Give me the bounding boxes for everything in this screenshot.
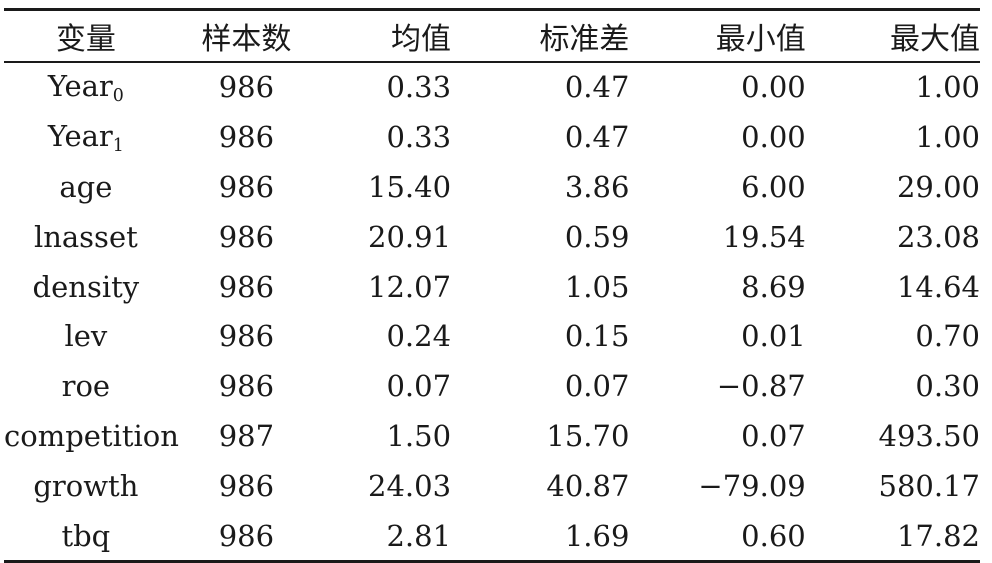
cell-variable: roe xyxy=(4,361,168,411)
cell-min: 0.60 xyxy=(741,518,806,553)
variable-subscript: 1 xyxy=(112,135,124,156)
stats-table: 变量 样本数 均值 标准差 最小值 最大值 xyxy=(4,11,980,61)
variable-name: lev xyxy=(64,319,108,354)
table-row: density 986 12.07 1.05 8.69 14.64 xyxy=(4,262,980,312)
variable-name: Year xyxy=(47,118,113,153)
table-row: lnasset 986 20.91 0.59 19.54 23.08 xyxy=(4,212,980,262)
variable-name: roe xyxy=(61,369,111,404)
cell-std-dev: 0.47 xyxy=(564,70,630,105)
table-row: Year1 986 0.33 0.47 0.00 1.00 xyxy=(4,112,980,162)
cell-mean: 12.07 xyxy=(368,269,452,304)
cell-sample-size: 986 xyxy=(218,70,275,105)
cell-mean: 0.24 xyxy=(386,319,452,354)
cell-max: 580.17 xyxy=(878,468,980,503)
header-row: 变量 样本数 均值 标准差 最小值 最大值 xyxy=(4,11,980,61)
cell-variable: lnasset xyxy=(4,212,168,262)
cell-max: 29.00 xyxy=(896,169,980,204)
header-sample-size: 样本数 xyxy=(201,22,292,57)
cell-variable: lev xyxy=(4,311,168,361)
cell-variable: Year0 xyxy=(4,63,168,113)
cell-sample-size: 986 xyxy=(218,120,275,155)
cell-mean: 1.50 xyxy=(386,418,452,453)
table-row: competition 987 1.50 15.70 0.07 493.50 xyxy=(4,411,980,461)
cell-std-dev: 0.15 xyxy=(564,319,630,354)
cell-std-dev: 1.05 xyxy=(564,269,630,304)
cell-variable: density xyxy=(4,262,168,312)
cell-min: 6.00 xyxy=(741,169,806,204)
variable-name: growth xyxy=(33,468,139,503)
cell-sample-size: 986 xyxy=(218,319,275,354)
cell-mean: 24.03 xyxy=(368,468,452,503)
cell-variable: growth xyxy=(4,461,168,511)
cell-mean: 0.07 xyxy=(386,369,452,404)
cell-mean: 2.81 xyxy=(386,518,452,553)
cell-max: 23.08 xyxy=(896,219,980,254)
header-std-dev: 标准差 xyxy=(539,22,630,57)
cell-max: 17.82 xyxy=(896,518,980,553)
cell-sample-size: 986 xyxy=(218,369,275,404)
cell-std-dev: 0.59 xyxy=(564,219,630,254)
variable-name: Year xyxy=(47,68,113,103)
cell-std-dev: 3.86 xyxy=(564,169,630,204)
cell-std-dev: 0.07 xyxy=(564,369,630,404)
table-row: lev 986 0.24 0.15 0.01 0.70 xyxy=(4,311,980,361)
cell-min: 0.01 xyxy=(741,319,806,354)
cell-min: 0.00 xyxy=(741,120,806,155)
cell-min: −79.09 xyxy=(698,468,806,503)
cell-sample-size: 986 xyxy=(218,219,275,254)
cell-max: 1.00 xyxy=(915,70,980,105)
cell-std-dev: 0.47 xyxy=(564,120,630,155)
cell-min: 0.07 xyxy=(741,418,806,453)
cell-mean: 0.33 xyxy=(386,70,452,105)
cell-sample-size: 986 xyxy=(218,269,275,304)
cell-max: 1.00 xyxy=(915,120,980,155)
cell-min: 8.69 xyxy=(741,269,806,304)
table-row: growth 986 24.03 40.87 −79.09 580.17 xyxy=(4,461,980,511)
variable-name: competition xyxy=(4,418,179,453)
cell-max: 14.64 xyxy=(896,269,980,304)
cell-variable: Year1 xyxy=(4,112,168,162)
cell-min: 0.00 xyxy=(741,70,806,105)
stats-table-body: Year0 986 0.33 0.47 0.00 1.00 Year1 986 0.33 0.47… xyxy=(4,63,980,561)
descriptive-statistics-table: 变量 样本数 均值 标准差 最小值 最大值 Year0 986 0.33 0.47 0.… xyxy=(4,8,980,563)
header-variable: 变量 xyxy=(55,22,116,57)
table-row: Year0 986 0.33 0.47 0.00 1.00 xyxy=(4,63,980,113)
cell-max: 493.50 xyxy=(878,418,980,453)
table-row: roe 986 0.07 0.07 −0.87 0.30 xyxy=(4,361,980,411)
top-rule xyxy=(4,8,980,11)
cell-variable: age xyxy=(4,162,168,212)
table-row: age 986 15.40 3.86 6.00 29.00 xyxy=(4,162,980,212)
cell-max: 0.30 xyxy=(915,369,980,404)
cell-std-dev: 15.70 xyxy=(546,418,630,453)
cell-sample-size: 986 xyxy=(218,518,275,553)
cell-mean: 20.91 xyxy=(368,219,452,254)
cell-sample-size: 987 xyxy=(218,418,275,453)
table-row: tbq 986 2.81 1.69 0.60 17.82 xyxy=(4,511,980,561)
variable-subscript: 0 xyxy=(112,86,124,106)
variable-name: lnasset xyxy=(33,219,138,254)
cell-mean: 15.40 xyxy=(368,169,452,204)
cell-min: 19.54 xyxy=(722,219,806,254)
cell-std-dev: 40.87 xyxy=(546,468,630,503)
variable-name: age xyxy=(59,169,113,204)
cell-sample-size: 986 xyxy=(218,169,275,204)
cell-variable: tbq xyxy=(4,511,168,561)
cell-sample-size: 986 xyxy=(218,468,275,503)
header-rule xyxy=(4,61,980,63)
cell-variable: competition xyxy=(4,411,179,461)
cell-max: 0.70 xyxy=(915,319,980,354)
cell-std-dev: 1.69 xyxy=(564,518,630,553)
cell-mean: 0.33 xyxy=(386,120,452,155)
header-max: 最大值 xyxy=(890,22,980,57)
header-min: 最小值 xyxy=(715,22,806,57)
variable-name: density xyxy=(32,269,140,304)
cell-min: −0.87 xyxy=(716,369,806,404)
header-mean: 均值 xyxy=(391,22,452,57)
variable-name: tbq xyxy=(61,518,111,553)
